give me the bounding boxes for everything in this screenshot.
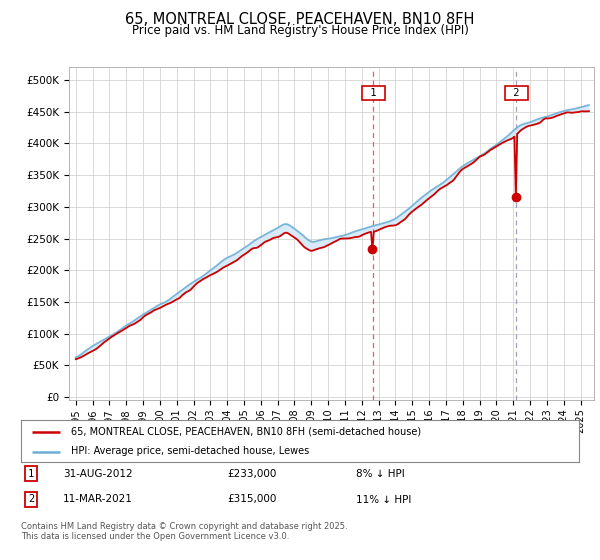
Text: 2: 2 xyxy=(28,494,34,505)
Text: 31-AUG-2012: 31-AUG-2012 xyxy=(63,469,133,479)
Text: 8% ↓ HPI: 8% ↓ HPI xyxy=(356,469,404,479)
Text: £233,000: £233,000 xyxy=(227,469,277,479)
Text: 11-MAR-2021: 11-MAR-2021 xyxy=(63,494,133,505)
Text: 2: 2 xyxy=(507,87,526,97)
Text: 1: 1 xyxy=(28,469,34,479)
Text: Contains HM Land Registry data © Crown copyright and database right 2025.
This d: Contains HM Land Registry data © Crown c… xyxy=(21,522,347,542)
Text: HPI: Average price, semi-detached house, Lewes: HPI: Average price, semi-detached house,… xyxy=(71,446,310,456)
Text: 65, MONTREAL CLOSE, PEACEHAVEN, BN10 8FH: 65, MONTREAL CLOSE, PEACEHAVEN, BN10 8FH xyxy=(125,12,475,26)
Text: 11% ↓ HPI: 11% ↓ HPI xyxy=(356,494,411,505)
Text: 1: 1 xyxy=(364,87,382,97)
Text: £315,000: £315,000 xyxy=(227,494,277,505)
Text: Price paid vs. HM Land Registry's House Price Index (HPI): Price paid vs. HM Land Registry's House … xyxy=(131,24,469,38)
Text: 65, MONTREAL CLOSE, PEACEHAVEN, BN10 8FH (semi-detached house): 65, MONTREAL CLOSE, PEACEHAVEN, BN10 8FH… xyxy=(71,427,421,437)
